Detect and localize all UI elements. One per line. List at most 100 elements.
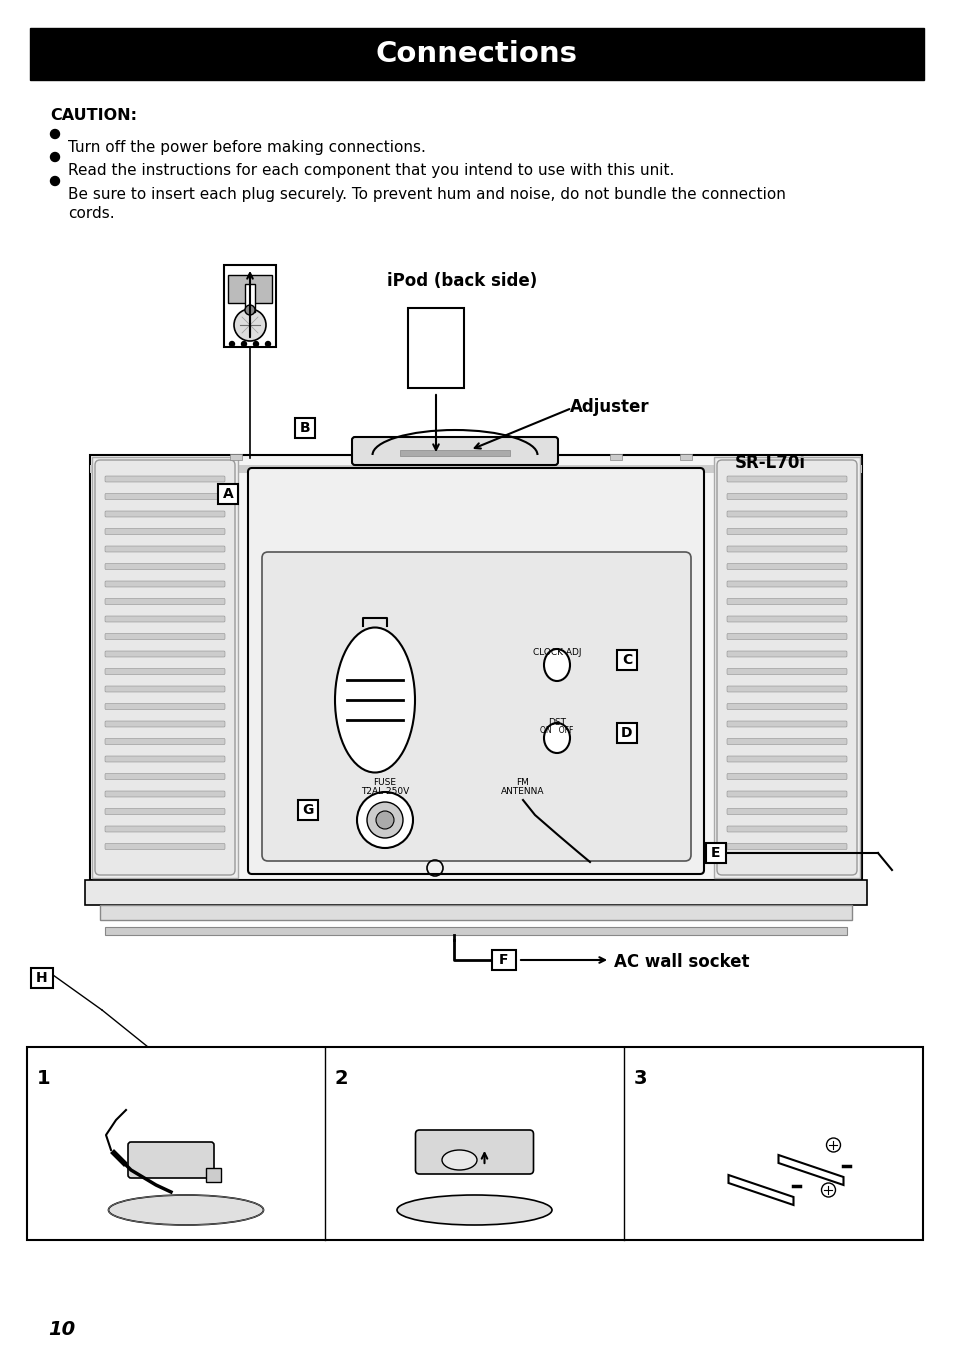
Bar [230,454,242,460]
Text: 2: 2 [335,1070,348,1089]
Bar [105,927,846,936]
FancyBboxPatch shape [726,756,846,762]
FancyBboxPatch shape [726,598,846,604]
Ellipse shape [543,649,569,681]
FancyBboxPatch shape [105,546,225,552]
Text: 10: 10 [48,1320,75,1339]
FancyBboxPatch shape [105,651,225,657]
Circle shape [821,1183,835,1197]
Circle shape [245,305,254,315]
FancyBboxPatch shape [105,669,225,674]
Circle shape [367,802,402,838]
Bar [297,800,317,821]
Text: ON   OFF: ON OFF [539,726,573,735]
FancyBboxPatch shape [726,773,846,780]
FancyBboxPatch shape [95,460,234,875]
Circle shape [230,341,234,347]
Text: Be sure to insert each plug securely. To prevent hum and noise, do not bundle th: Be sure to insert each plug securely. To… [68,187,785,202]
FancyBboxPatch shape [105,704,225,709]
Ellipse shape [109,1196,263,1225]
Circle shape [51,176,59,185]
Ellipse shape [335,627,415,773]
FancyBboxPatch shape [717,460,856,875]
Text: C: C [621,653,632,668]
Bar [90,464,862,473]
Bar [245,284,254,311]
FancyBboxPatch shape [105,773,225,780]
Text: Connections: Connections [375,41,578,68]
FancyBboxPatch shape [105,477,225,482]
Text: D: D [620,726,632,741]
FancyBboxPatch shape [105,791,225,798]
Polygon shape [728,1175,793,1205]
Text: AC wall socket: AC wall socket [614,953,749,971]
Circle shape [562,734,566,738]
Text: CLOCK ADJ: CLOCK ADJ [532,649,580,657]
Text: E: E [711,846,720,860]
Circle shape [356,792,413,848]
Bar [713,458,859,877]
FancyBboxPatch shape [726,791,846,798]
FancyBboxPatch shape [262,552,690,861]
Text: B: B [299,421,310,435]
FancyBboxPatch shape [726,704,846,709]
Ellipse shape [543,723,569,753]
Bar [91,458,237,877]
FancyBboxPatch shape [248,468,703,873]
FancyBboxPatch shape [726,493,846,500]
Text: FM: FM [516,779,529,787]
FancyBboxPatch shape [726,651,846,657]
Circle shape [51,130,59,138]
Text: 3: 3 [634,1070,647,1089]
Bar [218,483,237,504]
FancyBboxPatch shape [726,686,846,692]
FancyBboxPatch shape [105,581,225,588]
Bar [399,450,510,456]
FancyBboxPatch shape [726,720,846,727]
FancyBboxPatch shape [726,581,846,588]
Polygon shape [778,1155,842,1185]
Bar [228,275,272,303]
Circle shape [241,341,246,347]
Ellipse shape [396,1196,552,1225]
Text: 1: 1 [37,1070,51,1089]
Bar [492,951,516,969]
FancyBboxPatch shape [726,844,846,849]
Bar [206,1169,221,1182]
Bar [617,723,637,743]
FancyBboxPatch shape [105,808,225,815]
Text: SR-L70i: SR-L70i [734,454,804,473]
Bar [90,455,862,880]
Circle shape [51,153,59,161]
Bar [30,28,923,80]
Circle shape [253,341,258,347]
Text: FUSE: FUSE [374,779,396,787]
FancyBboxPatch shape [726,808,846,815]
Bar [224,265,275,347]
Circle shape [233,309,266,341]
FancyBboxPatch shape [105,634,225,639]
Text: CAUTION:: CAUTION: [50,108,137,123]
Circle shape [375,811,394,829]
Text: Read the instructions for each component that you intend to use with this unit.: Read the instructions for each component… [68,162,674,177]
Text: F: F [498,953,508,967]
FancyBboxPatch shape [128,1141,213,1178]
FancyBboxPatch shape [105,493,225,500]
Text: H: H [36,971,48,984]
FancyBboxPatch shape [726,738,846,745]
FancyBboxPatch shape [726,616,846,621]
Ellipse shape [441,1150,476,1170]
Text: iPod (back side): iPod (back side) [387,272,537,290]
FancyBboxPatch shape [105,844,225,849]
FancyBboxPatch shape [105,738,225,745]
Bar [30,968,53,988]
FancyBboxPatch shape [726,634,846,639]
FancyBboxPatch shape [105,756,225,762]
Text: DST: DST [547,718,565,727]
Bar [617,650,637,670]
Circle shape [265,341,271,347]
FancyBboxPatch shape [105,720,225,727]
Bar [294,418,314,437]
Text: A: A [222,487,233,501]
FancyBboxPatch shape [726,510,846,517]
